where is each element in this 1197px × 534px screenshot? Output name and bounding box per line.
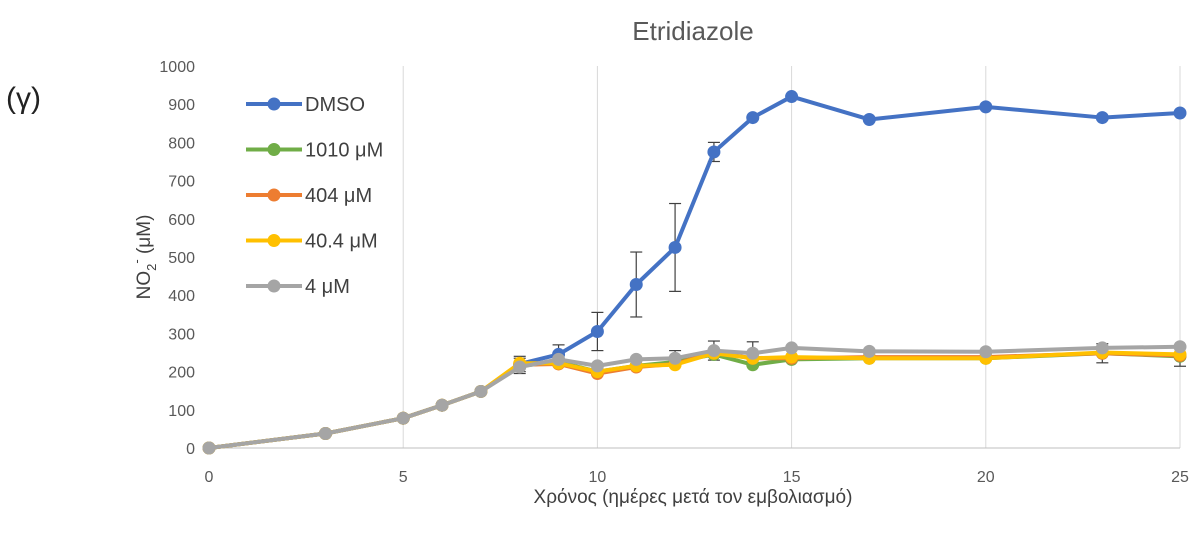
y-tick-label: 300 [168,326,195,343]
legend-item: 404 μM [246,185,372,207]
data-point [1095,341,1109,355]
series-group [202,90,1187,455]
y-tick-labels: 0 100 200 300 400 500 600 700 800 900 1000 [159,59,195,458]
series-1010-m [202,346,1187,455]
data-point [746,111,760,125]
data-point [668,351,682,365]
series-line [208,350,1181,450]
legend-label: 4 μM [305,276,350,298]
data-point [590,324,604,338]
x-tick-label: 15 [783,469,801,486]
y-tick-label: 600 [168,212,195,229]
data-point [746,346,760,360]
y-axis-title-unit: (μM) [134,215,155,260]
legend-label: 1010 μM [305,140,383,162]
y-tick-label: 700 [168,174,195,191]
legend-item: DMSO [246,94,365,116]
legend-label: DMSO [305,94,365,116]
y-tick-label: 800 [168,135,195,152]
data-point [513,360,527,374]
grid-lines [402,66,1181,448]
data-point [785,350,799,364]
chart-title: Etridiazole [632,16,753,46]
series-line [208,351,1181,450]
data-point [319,426,333,440]
legend-swatch-marker [267,143,281,156]
data-point [785,341,799,355]
legend-swatch-marker [267,188,281,202]
data-point [396,411,410,425]
data-point [435,398,449,412]
data-point [629,278,643,292]
y-tick-label: 900 [168,97,195,114]
error-bars [513,141,1186,375]
data-point [979,100,993,114]
data-point [862,344,876,358]
data-point [1095,111,1109,125]
y-axis-title-sub: 2 [144,264,159,271]
x-tick-label: 10 [589,469,607,486]
data-point [707,145,721,159]
y-axis-title: NO2- (μM) [129,215,159,300]
x-tick-labels: 0 5 10 15 20 25 [205,469,1189,486]
y-axis-title-main: NO [134,271,155,300]
y-tick-label: 0 [186,441,195,458]
legend-label: 40.4 μM [305,231,378,253]
x-tick-label: 5 [399,469,408,486]
y-tick-label: 500 [168,250,195,267]
series-404-m [202,346,1187,455]
series-40_4-m [202,346,1187,455]
y-tick-label: 200 [168,365,195,382]
x-tick-label: 0 [205,469,214,486]
legend: DMSO 1010 μM 404 μM 40.4 μM 4 μM [246,94,383,298]
y-axis-title-sup: - [129,259,144,263]
series-4-m [202,340,1187,455]
legend-item: 40.4 μM [246,231,378,253]
legend-swatch-marker [267,97,281,111]
data-point [474,384,488,398]
data-point [552,352,566,366]
data-point [629,352,643,366]
data-point [785,90,799,104]
x-tick-label: 20 [977,469,995,486]
y-tick-label: 1000 [159,59,195,76]
data-point [590,359,604,373]
x-axis-title: Χρόνος (ημέρες μετά τον εμβολιασμό) [534,487,853,508]
legend-item: 4 μM [246,276,350,298]
data-point [707,344,721,358]
data-point [979,345,993,359]
y-tick-label: 400 [168,288,195,305]
data-point [1173,106,1187,120]
x-tick-label: 25 [1171,469,1189,486]
legend-label: 404 μM [305,185,372,207]
panel-label: (γ) [6,82,41,115]
data-point [862,112,876,126]
legend-item: 1010 μM [246,140,383,162]
legend-swatch-marker [267,234,281,247]
data-point [202,441,216,455]
series-line [208,350,1181,450]
legend-swatch-marker [267,279,281,293]
series-line [208,344,1181,450]
y-tick-label: 100 [168,403,195,420]
data-point [1173,340,1187,354]
data-point [668,240,682,254]
